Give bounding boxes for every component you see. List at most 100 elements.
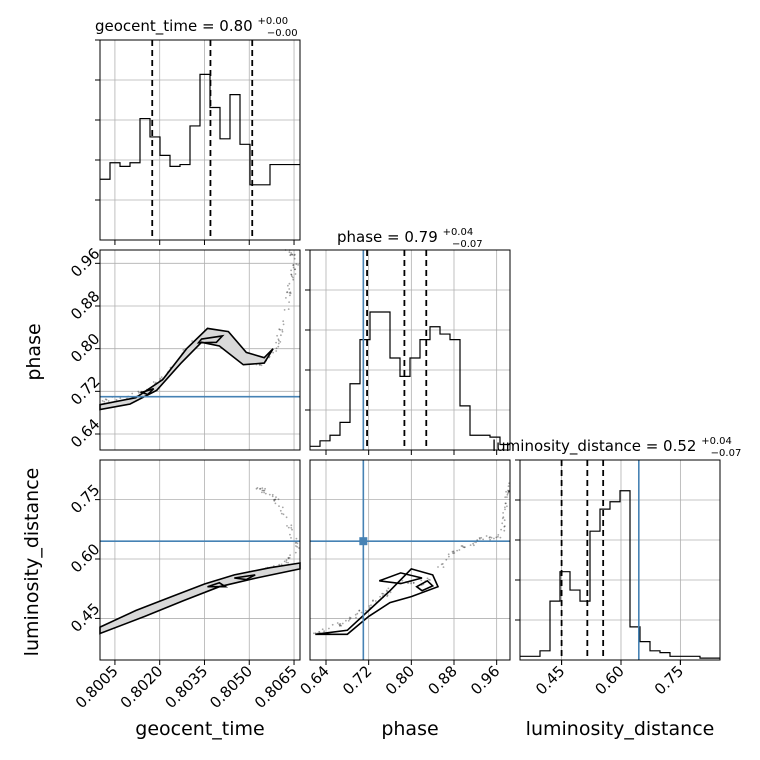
sample-point (263, 489, 266, 492)
samples-luminosity_distance-phase (313, 482, 511, 635)
sample-point (453, 552, 456, 554)
sample-point (292, 266, 295, 269)
sample-point (358, 609, 361, 612)
sample-point (287, 284, 289, 287)
sample-point (287, 308, 290, 310)
xtick-label-phase: 0.88 (424, 662, 460, 698)
sample-point (339, 624, 341, 627)
sample-point (289, 291, 292, 294)
sample-point (292, 278, 295, 281)
title-luminosity-distance: luminosity_distance = 0.52 +0.04 −0.07 (492, 430, 741, 459)
hist-luminosity_distance-frame (519, 459, 721, 661)
sample-point (259, 487, 262, 490)
sample-point (469, 544, 472, 546)
sample-point (507, 490, 510, 493)
xlabel-phase: phase (381, 718, 438, 740)
sample-point (160, 376, 163, 378)
ytick-label-phase: 0.96 (67, 244, 103, 280)
sample-point (283, 309, 286, 311)
sample-point (256, 487, 259, 489)
sample-point (289, 292, 292, 295)
sample-point (382, 593, 385, 595)
sample-point (451, 550, 454, 553)
sample-point (292, 264, 295, 266)
sample-point (280, 334, 282, 337)
sample-point (428, 578, 430, 581)
xtick-label-geocent_time: 0.8050 (206, 662, 256, 712)
sample-point (464, 546, 466, 548)
sample-point (279, 509, 282, 512)
sample-point (290, 273, 293, 276)
sample-point (290, 537, 292, 539)
sample-point (347, 619, 350, 622)
xtick-label-phase: 0.64 (296, 662, 332, 698)
pair-phase-geocent_time-frame (99, 249, 301, 451)
sample-point (282, 323, 285, 326)
sample-point (488, 536, 491, 539)
sample-point (507, 489, 509, 492)
xtick-label-phase: 0.96 (467, 662, 503, 698)
sample-point (480, 536, 483, 539)
sample-point (321, 628, 324, 631)
sample-point (104, 398, 107, 401)
sample-point (271, 493, 274, 496)
sample-point (295, 545, 297, 547)
sample-point (368, 605, 371, 607)
sample-point (268, 493, 271, 496)
ylabel-phase: phase (23, 323, 45, 380)
sample-point (255, 487, 258, 490)
sample-point (338, 625, 341, 627)
sample-point (288, 292, 291, 294)
sample-point (495, 536, 498, 539)
sample-point (287, 556, 290, 559)
pair-luminosity_distance-geocent_time-grid (100, 460, 300, 660)
sample-point (336, 622, 339, 624)
sample-point (288, 557, 291, 559)
sample-point (297, 264, 299, 266)
sample-point (278, 328, 281, 331)
sample-point (440, 563, 443, 566)
sample-point (259, 488, 261, 490)
sample-point (328, 627, 330, 630)
sample-point (385, 589, 388, 592)
sample-point (503, 525, 506, 528)
sample-point (499, 536, 502, 539)
sample-point (290, 252, 293, 254)
hist-phase-frame (309, 249, 511, 451)
sample-point (131, 392, 134, 395)
sample-point (381, 592, 384, 595)
sample-point (506, 493, 509, 496)
sample-point (345, 619, 347, 622)
sample-point (313, 632, 315, 635)
sample-point (274, 498, 276, 501)
sample-point (274, 498, 277, 501)
sample-point (296, 542, 299, 545)
hist-phase-grid (310, 250, 510, 450)
sample-point (277, 342, 280, 345)
sample-point (340, 624, 343, 627)
xtick-label-geocent_time: 0.8020 (117, 662, 167, 712)
sample-point (500, 528, 502, 531)
sample-point (323, 630, 325, 633)
sample-point (285, 516, 288, 519)
sample-point (137, 390, 140, 393)
ytick-label-phase: 0.72 (67, 372, 103, 408)
truth-marker-luminosity_distance-phase (359, 537, 368, 546)
sample-point (339, 623, 342, 625)
xtick-label-luminosity_distance: 0.75 (651, 662, 687, 698)
sample-point (410, 582, 412, 585)
sample-point (278, 339, 280, 342)
sample-point (358, 609, 361, 612)
contour-luminosity_distance-geocent_time (234, 574, 256, 581)
sample-point (490, 536, 493, 539)
sample-point (458, 549, 461, 551)
xlabel-geocent-time: geocent_time (135, 718, 264, 740)
sample-point (277, 498, 280, 501)
sample-point (292, 264, 294, 267)
sample-point (501, 517, 504, 520)
sample-point (279, 341, 282, 343)
sample-point (497, 534, 500, 536)
title-phase: phase = 0.79 +0.04 −0.07 (337, 221, 483, 250)
